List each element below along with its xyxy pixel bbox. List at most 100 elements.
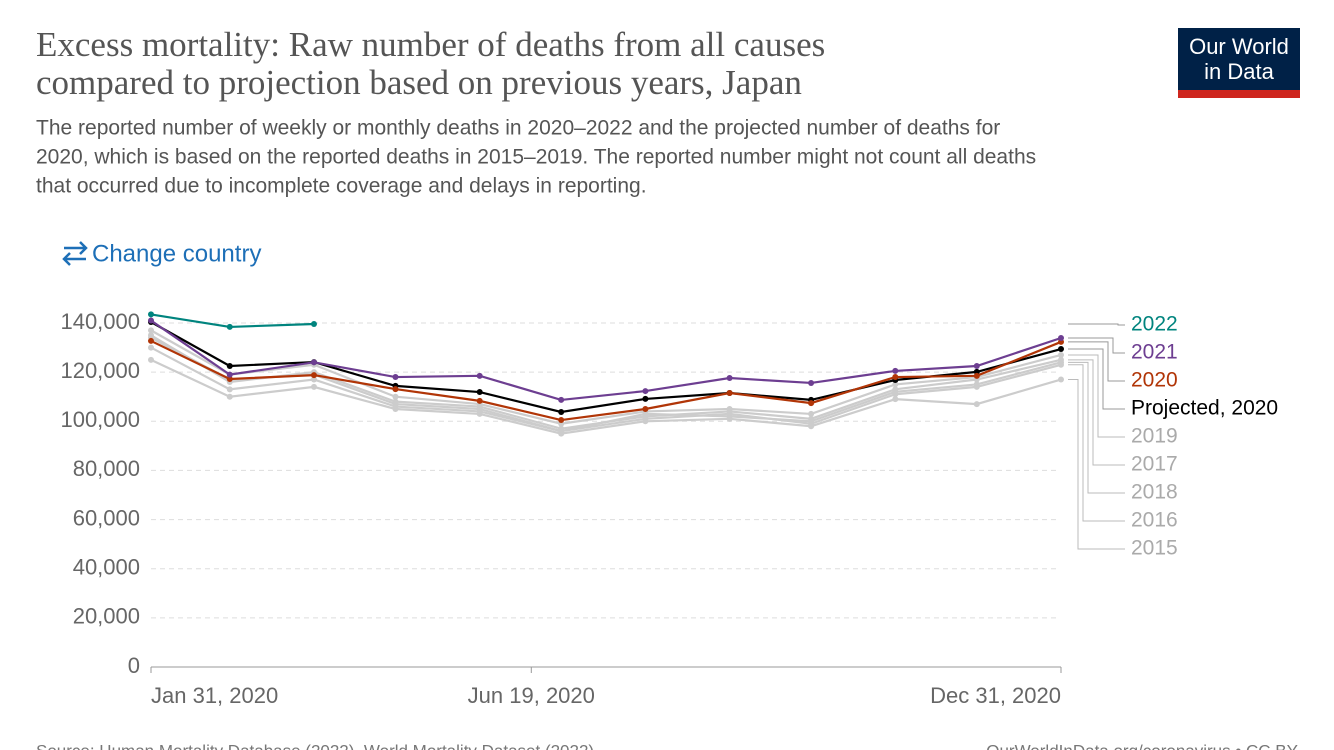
point — [392, 386, 399, 393]
series-line — [150, 346, 1062, 433]
legend-connector — [1068, 361, 1125, 494]
logo-text: in Data — [1204, 59, 1274, 84]
point — [808, 379, 815, 386]
point — [476, 372, 483, 379]
legend-connector — [1068, 359, 1125, 466]
point — [973, 363, 980, 369]
point — [1058, 376, 1064, 383]
point — [808, 415, 815, 422]
point — [642, 406, 649, 412]
point — [808, 410, 815, 417]
point — [476, 389, 483, 396]
y-tick-label: 140,000 — [60, 309, 140, 334]
point — [148, 344, 154, 351]
point — [558, 425, 565, 432]
point — [148, 327, 154, 334]
series-line — [150, 358, 1062, 435]
change-country-text[interactable]: Change country — [92, 240, 261, 267]
x-tick-label: Dec 31, 2020 — [930, 683, 1061, 708]
series — [148, 311, 317, 330]
point — [392, 398, 399, 405]
legend-label: 2021 — [1131, 341, 1178, 364]
y-tick-label: 20,000 — [73, 604, 140, 629]
point — [148, 311, 154, 318]
point — [726, 406, 733, 412]
legend-label: 2020 — [1131, 369, 1178, 392]
legend-connector — [1068, 323, 1125, 326]
legend-connector — [1068, 379, 1125, 550]
point — [392, 374, 399, 381]
legend-connector — [1068, 354, 1125, 438]
legend-label: 2019 — [1131, 425, 1178, 448]
logo — [1178, 28, 1300, 98]
series-line — [150, 321, 1062, 414]
y-tick-label: 0 — [128, 653, 140, 678]
point — [1058, 351, 1064, 358]
swap-icon[interactable] — [62, 241, 88, 266]
point — [1058, 334, 1064, 341]
x-tick-label: Jan 31, 2020 — [151, 683, 278, 708]
point — [1058, 346, 1064, 353]
url: OurWorldInData.org/coronavirus • CC BY — [986, 741, 1298, 750]
legend-connector — [1068, 364, 1125, 522]
y-tick-label: 60,000 — [73, 505, 140, 530]
series-line — [150, 329, 1062, 425]
point — [310, 383, 317, 390]
series — [148, 337, 1064, 424]
point — [642, 388, 649, 395]
series-line — [150, 334, 1062, 430]
point — [148, 332, 154, 339]
point — [1058, 356, 1064, 363]
series-line — [150, 319, 1062, 402]
point — [476, 397, 483, 404]
point — [558, 417, 565, 424]
change-country[interactable]: Change country — [62, 240, 261, 267]
point — [892, 381, 899, 388]
y-tick-label: 120,000 — [60, 358, 140, 383]
point — [726, 390, 733, 397]
point — [226, 371, 233, 378]
logo-text: Our World — [1189, 34, 1289, 59]
series-line — [150, 313, 315, 329]
point — [310, 359, 317, 366]
point — [148, 317, 154, 324]
point — [392, 393, 399, 400]
title-line: Excess mortality: Raw number of deaths f… — [36, 25, 825, 64]
series-line — [150, 339, 1062, 422]
y-tick-label: 80,000 — [73, 456, 140, 481]
point — [558, 396, 565, 403]
point — [226, 323, 233, 330]
title-line: compared to projection based on previous… — [36, 63, 802, 102]
point — [148, 337, 154, 344]
legend-label: 2016 — [1131, 509, 1178, 532]
x-tick-label: Jun 19, 2020 — [468, 683, 595, 708]
point — [226, 386, 233, 393]
point — [642, 413, 649, 420]
point — [558, 408, 565, 415]
subtitle-line: The reported number of weekly or monthly… — [36, 117, 1000, 140]
legend-label: Projected, 2020 — [1131, 397, 1278, 420]
point — [642, 395, 649, 402]
point — [310, 320, 317, 327]
point — [226, 363, 233, 369]
point — [226, 393, 233, 400]
point — [808, 400, 815, 407]
legend-connector — [1068, 348, 1125, 410]
legend-connector — [1068, 341, 1125, 382]
legend-label: 2022 — [1131, 313, 1178, 336]
point — [892, 367, 899, 374]
point — [148, 356, 154, 363]
legend-label: 2018 — [1131, 481, 1178, 504]
subtitle-line: 2020, which is based on the reported dea… — [36, 146, 1036, 169]
point — [310, 372, 317, 379]
point — [726, 413, 733, 420]
point — [226, 376, 233, 383]
subtitle-line: that occurred due to incomplete coverage… — [36, 175, 647, 198]
source: Source: Human Mortality Database (2022),… — [36, 741, 594, 750]
legend-label: 2015 — [1131, 537, 1178, 560]
point — [892, 374, 899, 381]
y-tick-label: 100,000 — [60, 407, 140, 432]
point — [726, 375, 733, 382]
legend-label: 2017 — [1131, 453, 1178, 476]
series — [148, 334, 1064, 435]
